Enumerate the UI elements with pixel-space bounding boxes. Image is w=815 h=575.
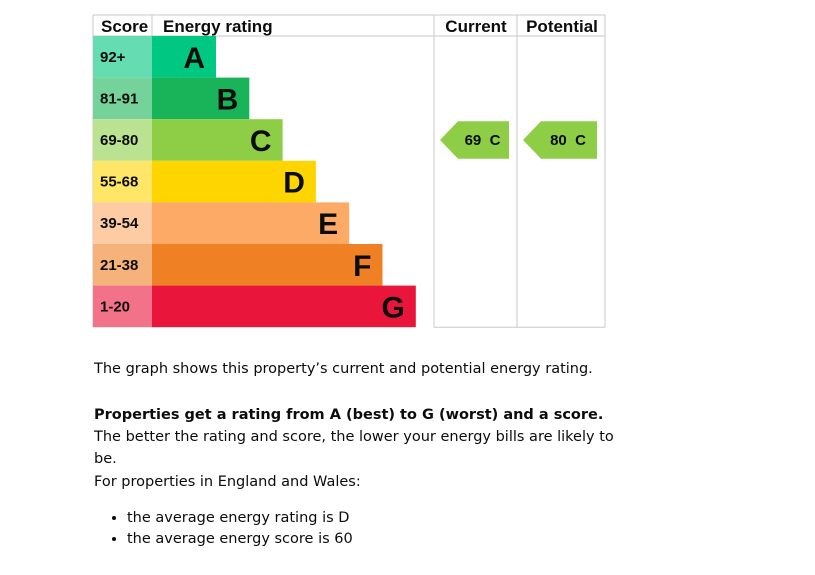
header-energy-rating: Energy rating <box>163 17 273 36</box>
rating-markers: 69 C 80 C <box>440 121 597 159</box>
band-f: 21-38 F <box>93 244 383 286</box>
header-current: Current <box>445 17 507 36</box>
current-rating-marker-label: 69 C <box>465 132 501 149</box>
intro-text: The graph shows this property’s current … <box>94 361 593 377</box>
band-letter: E <box>318 208 338 241</box>
potential-rating-marker-label: 80 C <box>550 132 586 149</box>
score-label: 39-54 <box>100 215 139 232</box>
score-cell <box>93 119 152 161</box>
band-d: 55-68 D <box>93 160 316 203</box>
band-bar <box>152 285 416 328</box>
score-label: 1-20 <box>100 298 130 315</box>
score-label: 81-91 <box>100 90 138 107</box>
header-score: Score <box>101 17 148 36</box>
current-rating-marker-shape <box>440 121 509 159</box>
potential-rating-marker: 80 C <box>523 121 597 159</box>
band-bar <box>152 244 383 286</box>
average-list: the average energy rating is D the avera… <box>94 508 353 550</box>
ratings-explanation-rest: The better the rating and score, the low… <box>94 429 614 467</box>
score-cell <box>93 160 152 203</box>
rating-bands: 92+ A 81-91 B 69-80 C 55-68 D 39-54 E 21-38 F 1-20 G <box>93 36 416 328</box>
score-label: 92+ <box>100 49 126 66</box>
ratings-explanation-bold: Properties get a rating from A (best) to… <box>94 407 604 423</box>
potential-rating-marker-shape <box>523 121 597 159</box>
score-cell <box>93 285 152 328</box>
band-bar <box>152 202 350 244</box>
band-letter: G <box>381 291 404 324</box>
band-b: 81-91 B <box>93 77 250 120</box>
band-c: 69-80 C <box>93 119 283 161</box>
band-letter: D <box>283 167 305 200</box>
score-label: 69-80 <box>100 132 138 149</box>
band-letter: A <box>183 42 205 75</box>
england-wales-text: For properties in England and Wales: <box>94 474 361 490</box>
score-cell <box>93 244 152 286</box>
current-rating-marker: 69 C <box>440 121 509 159</box>
band-letter: B <box>217 83 239 116</box>
band-bar <box>152 77 250 120</box>
band-a: 92+ A <box>93 36 216 78</box>
list-item: the average energy score is 60 <box>127 529 353 550</box>
header-potential: Potential <box>526 17 598 36</box>
band-bar <box>152 119 283 161</box>
band-letter: C <box>250 125 272 158</box>
score-label: 55-68 <box>100 174 138 191</box>
list-item: the average energy rating is D <box>127 508 353 529</box>
band-bar <box>152 160 316 203</box>
epc-chart: Score Energy rating Current Potential 92… <box>92 14 606 328</box>
band-bar <box>152 36 216 78</box>
ratings-explanation: Properties get a rating from A (best) to… <box>94 404 614 470</box>
score-label: 21-38 <box>100 257 138 274</box>
score-cell <box>93 202 152 244</box>
band-g: 1-20 G <box>93 285 416 328</box>
score-cell <box>93 77 152 120</box>
band-e: 39-54 E <box>93 202 350 244</box>
band-letter: F <box>353 250 371 283</box>
score-cell <box>93 36 152 78</box>
